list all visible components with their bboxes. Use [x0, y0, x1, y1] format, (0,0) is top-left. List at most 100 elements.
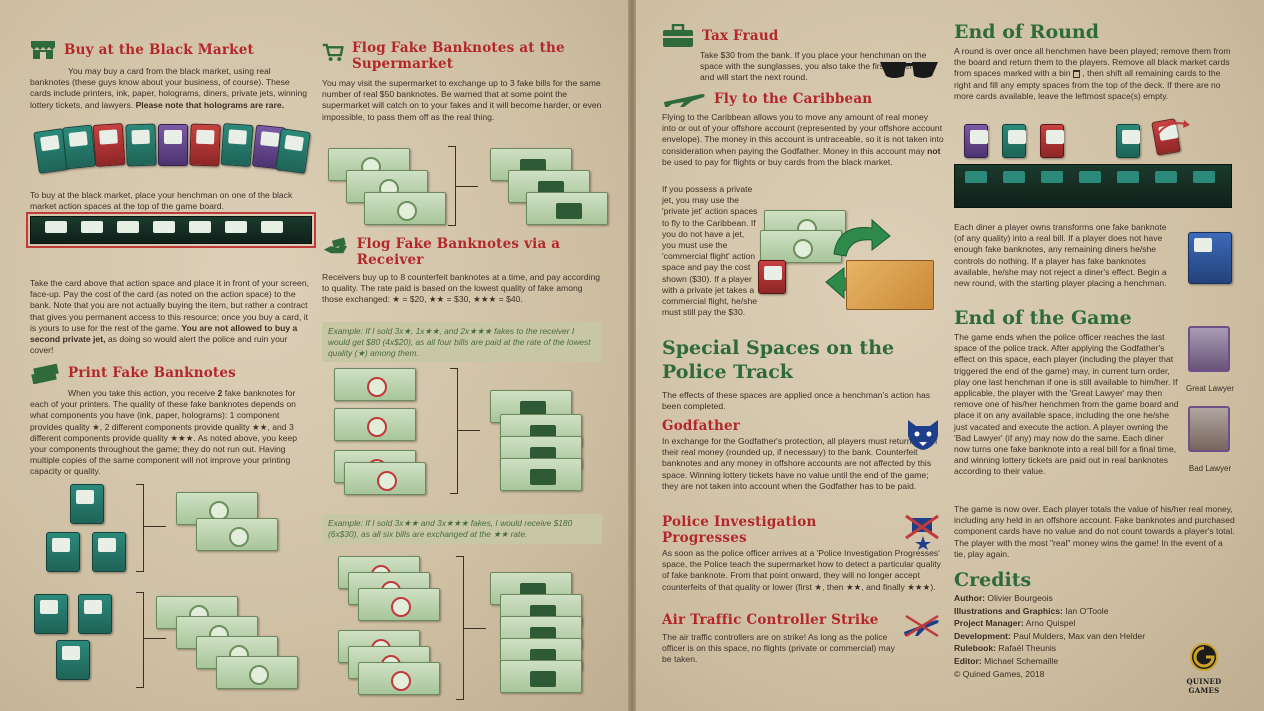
supermarket-text: You may visit the supermarket to exchang…	[322, 78, 602, 122]
buy-black-market-place-text: To buy at the black market, place your h…	[30, 190, 293, 212]
buy-black-market-intro: You may buy a card from the black market…	[30, 66, 310, 111]
receiver-illustration-2	[322, 550, 612, 706]
strike-section: Air Traffic Controller Strike	[662, 612, 922, 628]
godfather-text: In exchange for the Godfather's protecti…	[662, 436, 938, 491]
police-section: Police Investigation Progresses	[662, 514, 898, 546]
caribbean-illustration	[756, 206, 944, 330]
quined-logo-text: QUINED GAMES	[1186, 677, 1222, 695]
caribbean-text-a: Flying to the Caribbean allows you to mo…	[662, 112, 944, 156]
credit-key: Illustrations and Graphics:	[954, 605, 1063, 616]
end-round-title: End of Round	[954, 21, 1100, 43]
police-investigation-icon	[905, 514, 939, 550]
airplane-icon	[664, 94, 705, 107]
credit-line: Rulebook: Rafaël Theunis	[954, 642, 1180, 655]
end-round-text: A round is over once all henchmen have b…	[954, 46, 1236, 102]
credit-key: Editor:	[954, 655, 982, 666]
receiver-title: Flog Fake Banknotes via a Receiver	[356, 236, 561, 268]
credit-value: Rafaël Theunis	[998, 643, 1057, 654]
buy-black-market-title: Buy at the Black Market	[64, 42, 254, 58]
caribbean-text: Flying to the Caribbean allows you to mo…	[662, 112, 944, 168]
tax-fraud-title: Tax Fraud	[702, 28, 779, 44]
shift-arrow-icon	[1157, 120, 1190, 135]
special-spaces-text: The effects of these spaces are applied …	[662, 390, 931, 412]
end-game-section: End of the Game The game ends when the p…	[954, 306, 1180, 478]
intro-bold: Please note that holograms are rare.	[135, 99, 285, 110]
sunglasses-icon	[880, 62, 938, 78]
credit-key: Project Manager:	[954, 618, 1024, 629]
briefcase-icon	[663, 24, 693, 47]
special-spaces-title: Special Spaces on the Police Track	[662, 337, 895, 383]
quined-games-logo: QUINED GAMES	[1172, 642, 1236, 695]
police-text: As soon as the police officer arrives at…	[662, 548, 941, 592]
end-round-diner-text: Each diner a player owns transforms one …	[954, 222, 1167, 289]
receiver-example-2: Example: If I sold 3x★★ and 3x★★★ fakes,…	[322, 514, 602, 544]
print-text: When you take this action, you receive 2…	[30, 388, 312, 478]
great-lawyer-card	[1188, 326, 1230, 372]
caribbean-text-b: be used to pay for flights or buy cards …	[662, 156, 893, 167]
supermarket-section: Flog Fake Banknotes at the Supermarket Y…	[322, 40, 602, 123]
strike-text: The air traffic controllers are on strik…	[662, 632, 895, 665]
credit-value: Olivier Bourgeois	[987, 593, 1053, 603]
air-strike-icon	[904, 614, 939, 638]
credits-section: Credits Author: Olivier Bourgeois Illust…	[954, 568, 1180, 680]
bin-icon	[1072, 70, 1080, 79]
credit-value: Michael Schemaille	[984, 655, 1059, 666]
print-text-b: fake banknotes for each of your printers…	[30, 388, 298, 477]
end-round-section: End of Round A round is over once all he…	[954, 20, 1236, 102]
copyright: © Quined Games, 2018	[954, 668, 1045, 679]
credit-key: Development:	[954, 630, 1011, 641]
credit-line: Editor: Michael Schemaille	[954, 655, 1180, 668]
receiver-example-1: Example: If I sold 3x★, 1x★★, and 2x★★★ …	[322, 322, 602, 362]
credit-value: Paul Mulders, Max van den Helder	[1013, 630, 1146, 641]
credit-value: Arno Quispel	[1025, 618, 1076, 629]
police-title: Police Investigation Progresses	[662, 514, 817, 546]
tax-fraud-section: Tax Fraud Take $30 from the bank. If you…	[662, 24, 942, 84]
credits-list: Author: Olivier Bourgeois Illustrations …	[954, 592, 1180, 680]
strike-title: Air Traffic Controller Strike	[662, 612, 879, 628]
caribbean-jet-text: If you possess a private jet, you may us…	[662, 184, 758, 318]
take-bold: You are not allowed to buy a second priv…	[30, 322, 298, 345]
supermarket-illustration	[322, 144, 612, 230]
print-title: Print Fake Banknotes	[68, 365, 236, 381]
end-round-illustration	[954, 118, 1232, 210]
credit-line: Illustrations and Graphics: Ian O'Toole	[954, 605, 1180, 618]
caribbean-title: Fly to the Caribbean	[714, 91, 873, 107]
right-page	[636, 0, 1264, 711]
special-spaces-section: Special Spaces on the Police Track The e…	[662, 336, 944, 412]
credits-title: Credits	[954, 569, 1032, 591]
end-game-text-2: The game is now over. Each player totals…	[954, 504, 1235, 559]
great-lawyer-label: Great Lawyer	[1185, 384, 1235, 393]
offshore-envelope	[846, 260, 934, 310]
page-gutter	[628, 0, 636, 711]
credit-key: Author:	[954, 593, 986, 603]
credit-key: Rulebook:	[954, 643, 997, 654]
black-market-board-strip	[26, 212, 316, 248]
godfather-section: Godfather	[662, 418, 898, 434]
receiver-illustration-1	[322, 364, 612, 504]
credit-line: Project Manager: Arno Quispel	[954, 617, 1180, 630]
buy-black-market-section: Buy at the Black Market You may buy a ca…	[30, 40, 310, 111]
print-section: Print Fake Banknotes When you take this …	[30, 362, 312, 478]
credit-line: Author: Olivier Bourgeois	[954, 592, 1180, 605]
godfather-title: Godfather	[662, 418, 741, 434]
end-round-text-b: , then shift all remaining cards to the …	[954, 68, 1221, 101]
panther-icon	[908, 420, 938, 450]
credit-value: Ian O'Toole	[1065, 605, 1109, 616]
end-round-text-a: A round is over once all henchmen have b…	[954, 46, 1231, 79]
shop-icon	[31, 41, 55, 59]
bad-lawyer-label: Bad Lawyer	[1188, 464, 1232, 473]
end-game-text: The game ends when the police officer re…	[954, 332, 1179, 477]
print-text-num: 2	[217, 388, 223, 398]
print-text-a: When you take this action, you receive	[68, 388, 216, 398]
receiver-text: Receivers buy up to 8 counterfeit bankno…	[322, 272, 601, 305]
quined-logo-icon	[1190, 643, 1218, 671]
take-text: Take the card above that action space an…	[30, 278, 309, 333]
caribbean-text-bold: not	[927, 145, 941, 156]
intro-text: You may buy a card from the black market…	[30, 66, 308, 110]
tax-fraud-text: Take $30 from the bank. If you place you…	[700, 50, 936, 83]
handoff-icon	[323, 237, 347, 254]
black-market-cards-illustration	[33, 123, 311, 184]
print-illustration	[30, 480, 310, 705]
end-game-title: End of the Game	[954, 307, 1132, 329]
receiver-section: Flog Fake Banknotes via a Receiver Recei…	[322, 236, 602, 306]
